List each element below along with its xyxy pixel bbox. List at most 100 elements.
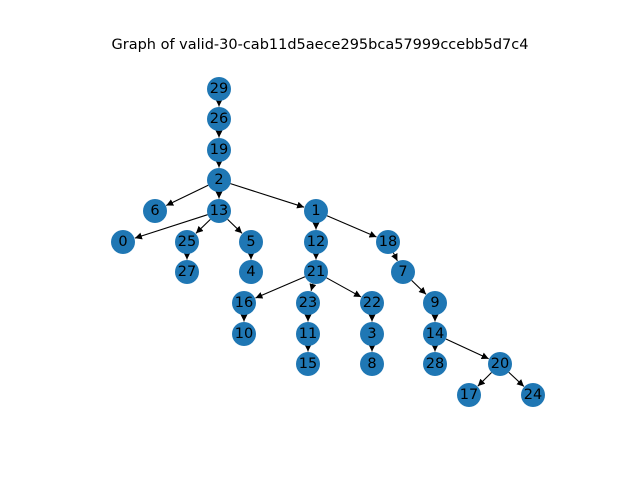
node-7: 7 xyxy=(391,260,415,284)
node-19: 19 xyxy=(207,138,231,162)
node-circle xyxy=(376,230,400,254)
node-circle xyxy=(360,322,384,346)
node-12: 12 xyxy=(304,230,328,254)
edge-21-to-22 xyxy=(326,277,362,298)
node-10: 10 xyxy=(232,322,256,346)
node-label: 27 xyxy=(178,264,196,280)
node-21: 21 xyxy=(304,260,328,284)
edge-13-to-0 xyxy=(134,214,208,240)
node-label: 16 xyxy=(235,295,253,311)
node-24: 24 xyxy=(521,383,545,407)
node-label: 5 xyxy=(246,234,255,250)
edge-18-to-7 xyxy=(391,252,398,262)
node-label: 22 xyxy=(363,295,381,311)
node-11: 11 xyxy=(296,322,320,346)
node-18: 18 xyxy=(376,230,400,254)
node-8: 8 xyxy=(360,352,384,376)
edge-20-to-24 xyxy=(508,371,525,387)
node-label: 8 xyxy=(367,356,376,372)
node-circle xyxy=(296,291,320,315)
node-circle xyxy=(304,199,328,223)
node-13: 13 xyxy=(207,199,231,223)
edge-20-to-17 xyxy=(477,372,492,387)
node-label: 2 xyxy=(214,172,223,188)
node-circle xyxy=(296,352,320,376)
edge-21-to-23 xyxy=(309,283,317,292)
node-label: 0 xyxy=(118,234,127,250)
node-circle xyxy=(296,322,320,346)
node-27: 27 xyxy=(175,260,199,284)
node-26: 26 xyxy=(207,107,231,131)
node-label: 17 xyxy=(460,387,478,403)
node-circle xyxy=(488,352,512,376)
node-circle xyxy=(423,322,447,346)
node-circle xyxy=(207,199,231,223)
node-5: 5 xyxy=(239,230,263,254)
edge-1-to-18 xyxy=(326,215,377,238)
node-label: 15 xyxy=(299,356,317,372)
node-circle xyxy=(239,260,263,284)
node-label: 11 xyxy=(299,326,317,342)
edge-7-to-9 xyxy=(411,279,427,295)
node-label: 28 xyxy=(426,356,444,372)
node-28: 28 xyxy=(423,352,447,376)
node-circle xyxy=(423,291,447,315)
node-label: 7 xyxy=(398,264,407,280)
node-label: 29 xyxy=(210,81,228,97)
node-circle xyxy=(239,230,263,254)
node-label: 4 xyxy=(246,264,255,280)
node-label: 10 xyxy=(235,326,253,342)
node-14: 14 xyxy=(423,322,447,346)
node-2: 2 xyxy=(207,168,231,192)
node-29: 29 xyxy=(207,77,231,101)
node-circle xyxy=(360,291,384,315)
edge-13-to-5 xyxy=(227,218,243,234)
node-label: 1 xyxy=(311,203,320,219)
node-3: 3 xyxy=(360,322,384,346)
edge-2-to-6 xyxy=(166,184,209,207)
node-circle xyxy=(207,138,231,162)
node-label: 19 xyxy=(210,142,228,158)
node-label: 9 xyxy=(430,295,439,311)
edge-14-to-20 xyxy=(445,338,489,360)
node-circle xyxy=(423,352,447,376)
node-circle xyxy=(391,260,415,284)
node-circle xyxy=(232,322,256,346)
node-label: 23 xyxy=(299,295,317,311)
node-label: 25 xyxy=(178,234,196,250)
node-label: 12 xyxy=(307,234,325,250)
node-25: 25 xyxy=(175,230,199,254)
node-circle xyxy=(360,352,384,376)
edge-2-to-1 xyxy=(230,183,305,209)
node-circle xyxy=(175,230,199,254)
node-label: 13 xyxy=(210,203,228,219)
node-0: 0 xyxy=(111,230,135,254)
node-circle xyxy=(143,199,167,223)
node-circle xyxy=(521,383,545,407)
node-circle xyxy=(175,260,199,284)
graph-title: Graph of valid-30-cab11d5aece295bca57999… xyxy=(112,37,529,53)
node-label: 6 xyxy=(150,203,159,219)
node-label: 26 xyxy=(210,111,228,127)
node-circle xyxy=(111,230,135,254)
node-16: 16 xyxy=(232,291,256,315)
node-circle xyxy=(304,230,328,254)
node-23: 23 xyxy=(296,291,320,315)
edge-13-to-25 xyxy=(195,218,211,234)
node-circle xyxy=(207,77,231,101)
node-label: 24 xyxy=(524,387,542,403)
node-1: 1 xyxy=(304,199,328,223)
node-15: 15 xyxy=(296,352,320,376)
node-20: 20 xyxy=(488,352,512,376)
node-label: 18 xyxy=(379,234,397,250)
edges-layer xyxy=(134,99,525,387)
node-circle xyxy=(457,383,481,407)
node-4: 4 xyxy=(239,260,263,284)
node-label: 14 xyxy=(426,326,444,342)
node-label: 20 xyxy=(491,356,509,372)
edge-21-to-16 xyxy=(255,276,306,299)
node-6: 6 xyxy=(143,199,167,223)
node-circle xyxy=(207,107,231,131)
